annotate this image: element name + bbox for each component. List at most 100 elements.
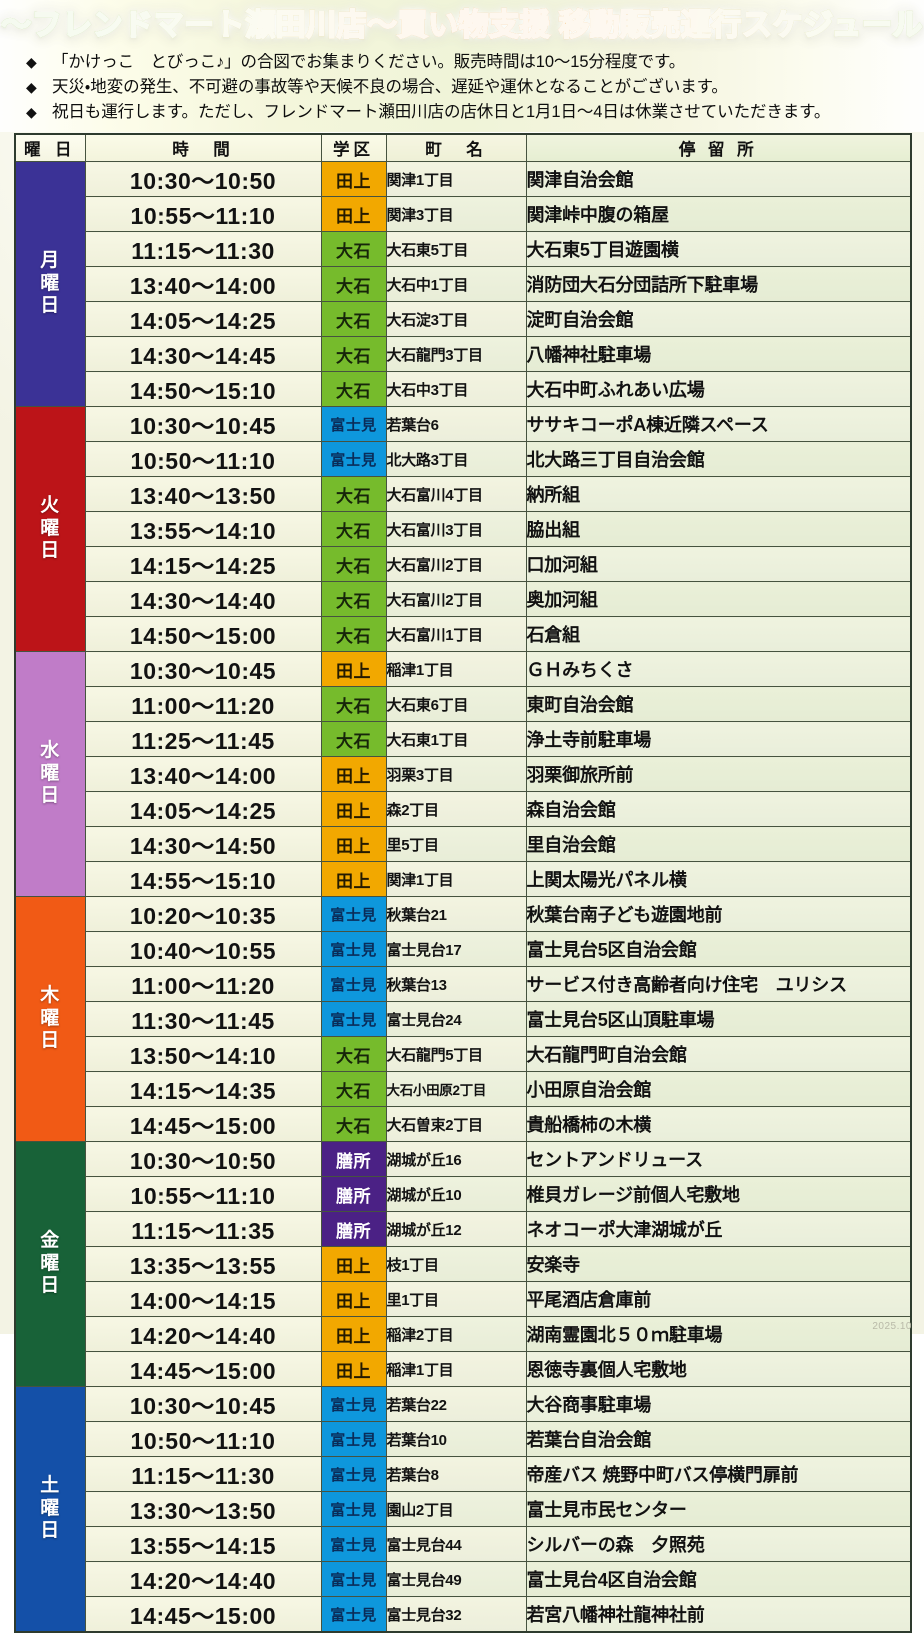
time-cell: 14:20～14:40 [84,1561,322,1597]
table-row: 10:50～11:10 富士見 北大路3丁目 北大路三丁目自治会館 [15,441,912,477]
day-label-char: 火 [40,495,61,517]
table-row: 13:40～14:00 田上 羽栗3丁目 羽栗御旅所前 [15,756,912,792]
town-cell: 湖城が丘10 [385,1176,527,1212]
stop-cell: 帝産バス 焼野中町バス停横門扉前 [525,1456,912,1492]
time-cell: 10:30～10:45 [84,406,322,442]
table-row: 木曜日 10:20～10:35 富士見 秋葉台21 秋葉台南子ども遊園地前 [14,896,912,1142]
time-cell: 14:50～15:00 [84,616,322,652]
stop-cell: 東町自治会館 [525,686,912,722]
stop-cell: 富士見台4区自治会館 [525,1561,912,1597]
district-cell: 富士見 [320,966,387,1002]
town-cell: 森2丁目 [385,791,527,827]
district-cell: 大石 [320,371,387,407]
district-cell: 田上 [320,196,387,232]
time-cell: 10:30～10:50 [84,1141,322,1177]
district-cell: 膳所 [320,1141,387,1177]
notes-list: ◆ 「かけっこ とびっこ♪」の合図でお集まりください。販売時間は10～15分程度で… [26,50,910,125]
table-row: 11:00～11:20 大石 大石東6丁目 東町自治会館 [15,686,912,722]
date-watermark: 2025.10 [872,1321,912,1332]
time-cell: 11:25～11:45 [84,721,322,757]
stop-cell: 石倉組 [525,616,912,652]
table-row: 11:25～11:45 大石 大石東1丁目 浄土寺前駐車場 [15,721,912,757]
table-row: 14:45～15:00 田上 稲津1丁目 恩徳寺裏個人宅敷地 [15,1351,912,1387]
district-cell: 富士見 [320,1421,387,1457]
table-row: 14:05～14:25 田上 森2丁目 森自治会館 [15,791,912,827]
district-cell: 大石 [320,1071,387,1107]
district-cell: 大石 [320,301,387,337]
day-label-char: 日 [40,785,61,807]
town-cell: 富士見台24 [385,1001,527,1037]
district-cell: 大石 [320,336,387,372]
table-row: 月曜日 10:30～10:50 田上 関津1丁目 関津自治会館 [14,161,912,407]
stop-cell: 平尾酒店倉庫前 [525,1281,912,1317]
stop-cell: 椎貝ガレージ前個人宅敷地 [525,1176,912,1212]
stop-cell: 奥加河組 [525,581,912,617]
town-cell: 大石小田原2丁目 [385,1071,527,1107]
district-cell: 大石 [320,476,387,512]
stop-cell: セントアンドリュース [525,1141,912,1177]
town-cell: 大石富川2丁目 [385,581,527,617]
table-row: 11:00～11:20 富士見 秋葉台13 サービス付き高齢者向け住宅 ユリシス [15,966,912,1002]
day-label-char: 日 [40,1030,61,1052]
stop-cell: 小田原自治会館 [525,1071,912,1107]
town-cell: 関津1丁目 [385,161,527,197]
stop-cell: 若葉台自治会館 [525,1421,912,1457]
district-cell: 大石 [320,686,387,722]
town-cell: 大石龍門5丁目 [385,1036,527,1072]
note-item: ◆ 祝日も運行します。ただし、フレンドマート瀬田川店の店休日と1月1日～4日は休業… [26,100,910,125]
town-cell: 大石曽束2丁目 [385,1106,527,1142]
district-cell: 大石 [320,1036,387,1072]
time-cell: 13:55～14:10 [84,511,322,547]
district-cell: 大石 [320,266,387,302]
time-cell: 11:00～11:20 [84,686,322,722]
time-cell: 10:30～10:50 [84,161,322,197]
stop-cell: 貴船橋柿の木横 [525,1106,912,1142]
table-row: 10:55～11:10 膳所 湖城が丘10 椎貝ガレージ前個人宅敷地 [15,1176,912,1212]
time-cell: 14:50～15:10 [84,371,322,407]
stop-cell: 安楽寺 [525,1246,912,1282]
table-row: 11:15～11:30 大石 大石東5丁目 大石東5丁目遊園横 [15,231,912,267]
stop-cell: 大谷商事駐車場 [525,1386,912,1422]
stop-cell: ササキコーポA棟近隣スペース [525,406,912,442]
district-cell: 富士見 [320,1456,387,1492]
town-cell: 湖城が丘12 [385,1211,527,1247]
table-row: 11:15～11:35 膳所 湖城が丘12 ネオコーポ大津湖城が丘 [15,1211,912,1247]
time-cell: 10:50～11:10 [84,1421,322,1457]
note-text: 「かけっこ とびっこ♪」の合図でお集まりください。販売時間は10～15分程度です… [52,53,686,71]
time-cell: 13:55～14:15 [84,1526,322,1562]
time-cell: 10:55～11:10 [84,1176,322,1212]
time-cell: 14:05～14:25 [84,301,322,337]
table-row: 14:20～14:40 富士見 富士見台49 富士見台4区自治会館 [15,1561,912,1597]
district-cell: 大石 [320,721,387,757]
title-banner-background [0,0,924,132]
time-cell: 14:45～15:00 [84,1106,322,1142]
day-label-char: 曜 [40,517,61,539]
stop-cell: 若宮八幡神社龍神社前 [525,1596,912,1633]
town-cell: 稲津1丁目 [385,1351,527,1387]
district-cell: 富士見 [320,1001,387,1037]
stop-cell: 淀町自治会館 [525,301,912,337]
time-cell: 11:00～11:20 [84,966,322,1002]
time-cell: 14:20～14:40 [84,1316,322,1352]
time-cell: 10:40～10:55 [84,931,322,967]
stop-cell: 関津峠中腹の箱屋 [525,196,912,232]
town-cell: 富士見台17 [385,931,527,967]
district-cell: 富士見 [320,1526,387,1562]
town-cell: 秋葉台13 [385,966,527,1002]
town-cell: 大石富川2丁目 [385,546,527,582]
table-row: 水曜日 10:30～10:45 田上 稲津1丁目 ＧＨみちくさ [14,651,912,897]
day-label-char: 曜 [40,762,61,784]
town-cell: 枝1丁目 [385,1246,527,1282]
time-cell: 14:30～14:40 [84,581,322,617]
table-row: 火曜日 10:30～10:45 富士見 若葉台6 ササキコーポA棟近隣スペース [14,406,912,652]
district-cell: 大石 [320,231,387,267]
time-cell: 13:50～14:10 [84,1036,322,1072]
time-cell: 11:30～11:45 [84,1001,322,1037]
town-cell: 若葉台8 [385,1456,527,1492]
day-label-cell: 水曜日 [14,651,86,897]
time-cell: 14:15～14:35 [84,1071,322,1107]
stop-cell: 消防団大石分団詰所下駐車場 [525,266,912,302]
district-cell: 富士見 [320,1596,387,1633]
stop-cell: 羽栗御旅所前 [525,756,912,792]
time-cell: 13:35～13:55 [84,1246,322,1282]
